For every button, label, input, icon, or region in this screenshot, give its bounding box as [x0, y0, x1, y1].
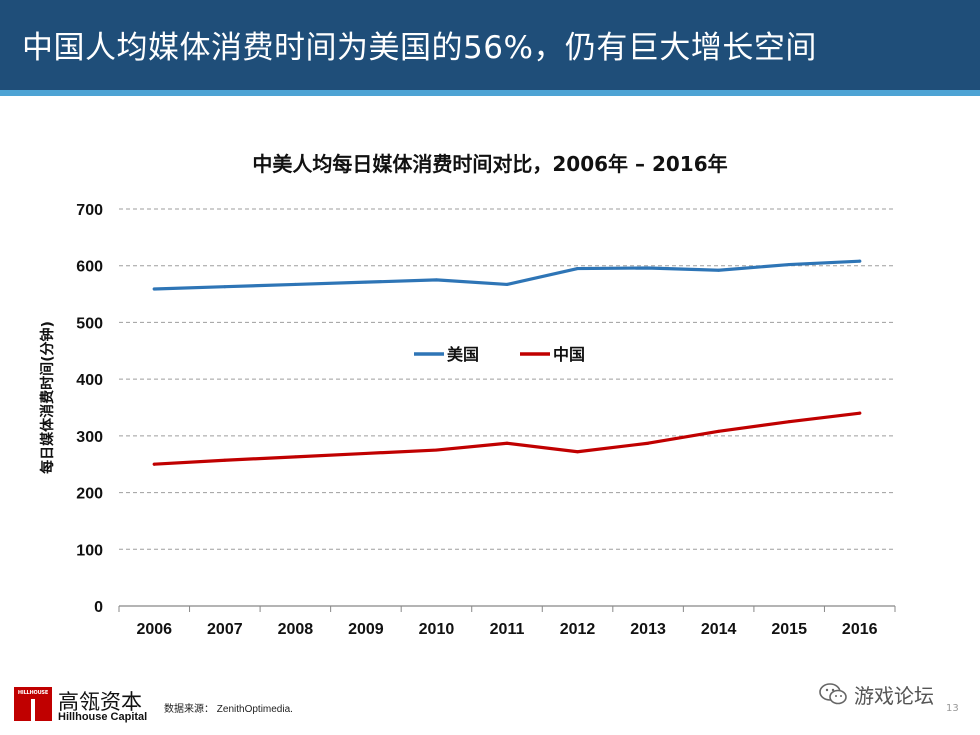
data-point [717, 268, 721, 272]
x-tick-label: 2008 [278, 621, 314, 638]
data-point [364, 280, 368, 284]
data-point [787, 420, 791, 424]
data-point [364, 451, 368, 455]
brand-name-en: Hillhouse Capital [58, 711, 148, 723]
watermark-text: 游戏论坛 [854, 683, 934, 708]
wechat-icon [819, 683, 847, 705]
data-point [787, 263, 791, 267]
data-source: 数据来源： ZenithOptimedia. [164, 704, 293, 715]
y-tick-label: 300 [76, 429, 103, 446]
data-point [576, 450, 580, 454]
chart-title: 中美人均每日媒体消费时间对比，2006年 – 2016年 [252, 152, 728, 176]
slide-title: 中国人均媒体消费时间为美国的56%，仍有巨大增长空间 [22, 30, 817, 66]
data-point [152, 462, 156, 466]
data-point [717, 429, 721, 433]
data-point [858, 259, 862, 263]
header-bar: 中国人均媒体消费时间为美国的56%，仍有巨大增长空间 [0, 0, 980, 90]
hillhouse-logo: HILLHOUSE [14, 687, 52, 721]
series-line-china [152, 411, 862, 466]
x-tick-label: 2009 [348, 621, 384, 638]
y-tick-label: 200 [76, 486, 103, 503]
data-point [434, 278, 438, 282]
data-point [152, 287, 156, 291]
data-point [223, 285, 227, 289]
data-point [576, 267, 580, 271]
x-tick-label: 2015 [771, 621, 807, 638]
y-tick-label: 400 [76, 372, 103, 389]
data-point [646, 441, 650, 445]
y-tick-label: 100 [76, 542, 103, 559]
watermark: 游戏论坛 [818, 680, 934, 708]
data-point [646, 266, 650, 270]
data-point [223, 458, 227, 462]
data-point [505, 441, 509, 445]
y-tick-label: 700 [76, 202, 103, 219]
x-tick-label: 2011 [490, 621, 525, 638]
data-point [293, 455, 297, 459]
page-number: 13 [946, 703, 959, 714]
legend-label: 中国 [553, 345, 585, 364]
data-point [505, 282, 509, 286]
x-tick-label: 2007 [207, 621, 243, 638]
x-tick-label: 2012 [560, 621, 596, 638]
data-point [293, 282, 297, 286]
y-tick-label: 600 [76, 259, 103, 276]
y-tick-label: 500 [76, 315, 103, 332]
x-tick-label: 2016 [842, 621, 878, 638]
x-tick-label: 2013 [630, 621, 666, 638]
x-tick-label: 2006 [136, 621, 172, 638]
data-point [858, 411, 862, 415]
legend-label: 美国 [447, 345, 479, 364]
logo-text: HILLHOUSE [17, 690, 49, 696]
x-tick-label: 2014 [701, 621, 737, 638]
y-axis-label: 每日媒体消费时间(分钟) [39, 321, 56, 474]
header-accent-rule [0, 90, 980, 96]
y-tick-label: 0 [94, 599, 103, 616]
brand-name-cn: 高瓴资本 [58, 690, 142, 714]
x-tick-label: 2010 [419, 621, 455, 638]
data-point [434, 448, 438, 452]
